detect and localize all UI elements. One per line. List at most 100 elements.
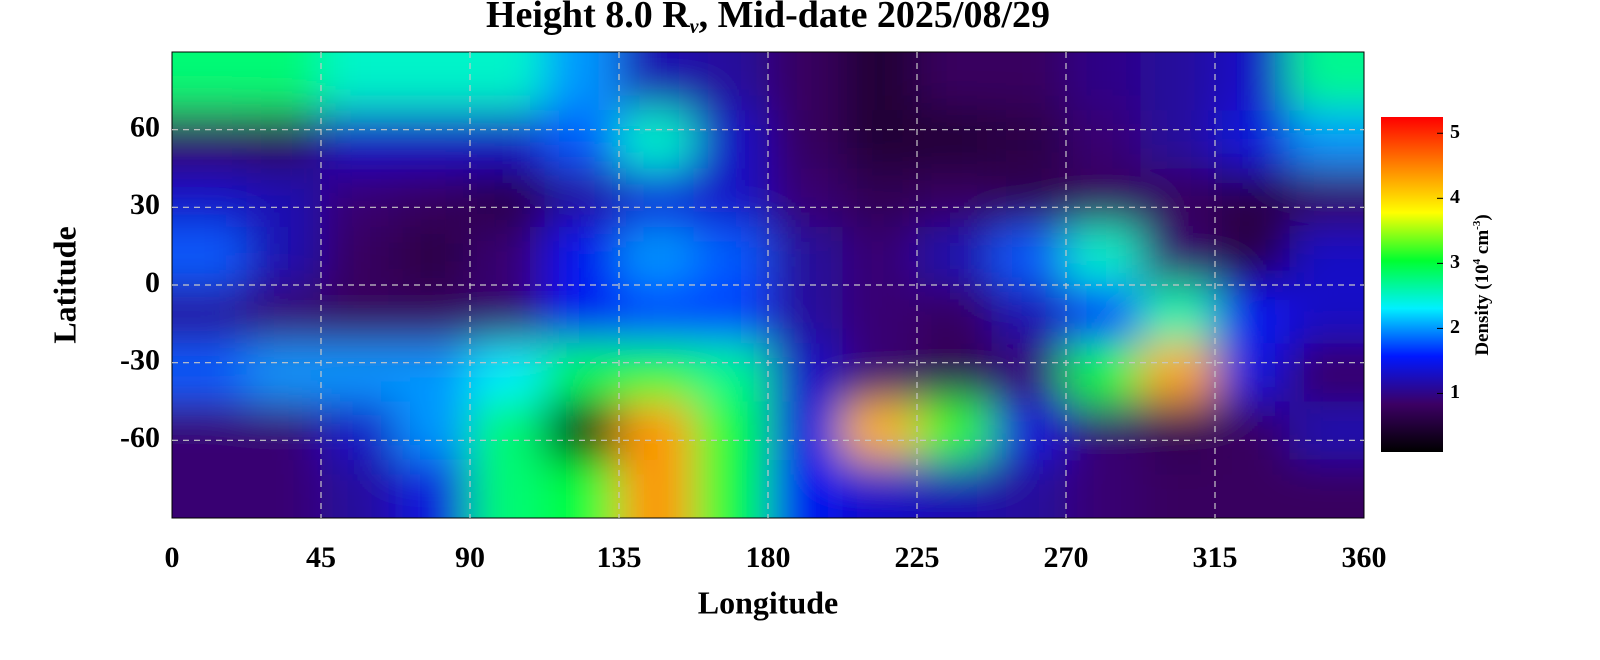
density-cell: [917, 401, 992, 461]
density-cell: [693, 52, 769, 111]
density-cell: [991, 343, 1067, 402]
density-cell: [842, 401, 918, 461]
colorbar-tick-label: 2: [1450, 316, 1460, 338]
density-cell: [395, 168, 471, 228]
density-cell: [917, 110, 992, 169]
density-cell: [619, 343, 694, 402]
density-cell: [991, 110, 1067, 169]
density-cell: [395, 226, 471, 286]
density-cell: [395, 401, 471, 461]
x-tick-label: 180: [746, 541, 791, 574]
density-cell: [917, 459, 992, 518]
density-cell: [991, 401, 1067, 461]
y-tick-label: 60: [130, 111, 160, 144]
density-cell: [246, 110, 322, 169]
density-cell: [1215, 52, 1290, 111]
density-cell: [842, 52, 918, 111]
colorbar-label: Density (104 cm-3): [1471, 214, 1494, 355]
density-cell: [321, 110, 396, 169]
density-cell: [395, 343, 471, 402]
density-cell: [1289, 110, 1364, 169]
density-cell: [619, 401, 694, 461]
density-cell: [619, 459, 694, 518]
density-cell: [246, 52, 322, 111]
y-axis-label: Latitude: [46, 226, 82, 343]
density-cell: [544, 110, 620, 169]
colorbar-tick-label: 4: [1450, 186, 1460, 208]
y-tick-label: -30: [120, 344, 160, 377]
density-cell: [321, 52, 396, 111]
x-tick-label: 45: [306, 541, 336, 574]
density-cell: [842, 343, 918, 402]
density-cell: [1140, 226, 1216, 286]
density-cell: [991, 168, 1067, 228]
density-cell: [991, 285, 1067, 344]
plot-area: [172, 52, 1364, 518]
density-cell: [1066, 401, 1141, 461]
density-cell: [172, 52, 247, 111]
density-cell: [172, 459, 247, 518]
density-cell: [991, 226, 1067, 286]
density-cell: [470, 401, 545, 461]
density-cell: [1215, 226, 1290, 286]
colorbar-tick-label: 5: [1450, 121, 1460, 143]
density-cell: [768, 459, 843, 518]
density-cell: [172, 168, 247, 228]
density-cell: [321, 285, 396, 344]
density-cell: [693, 110, 769, 169]
density-cell: [1289, 401, 1364, 461]
density-cell: [1289, 52, 1364, 111]
density-cell: [991, 52, 1067, 111]
density-cell: [693, 343, 769, 402]
density-cell: [693, 401, 769, 461]
density-cell: [470, 110, 545, 169]
density-cell: [544, 285, 620, 344]
density-cell: [842, 110, 918, 169]
density-cell: [172, 226, 247, 286]
density-cell: [544, 459, 620, 518]
density-cell: [544, 401, 620, 461]
density-cell: [395, 285, 471, 344]
density-cell: [1066, 459, 1141, 518]
density-cell: [544, 226, 620, 286]
density-cell: [693, 459, 769, 518]
y-tick-label: 0: [145, 266, 160, 299]
density-cell: [172, 285, 247, 344]
density-cell: [1066, 52, 1141, 111]
density-cell: [321, 226, 396, 286]
chart-title: Height 8.0 Rv, Mid-date 2025/08/29: [486, 0, 1050, 38]
colorbar-tick-label: 1: [1450, 381, 1460, 403]
density-cell: [768, 52, 843, 111]
density-cell: [395, 459, 471, 518]
y-tick-label: -60: [120, 421, 160, 454]
density-cell: [619, 285, 694, 344]
density-cell: [470, 168, 545, 228]
x-tick-label: 0: [165, 541, 180, 574]
density-cell: [1140, 343, 1216, 402]
colorbar-tick-label: 3: [1450, 251, 1460, 273]
density-cell: [1215, 110, 1290, 169]
density-cell: [470, 343, 545, 402]
y-tick-label: 30: [130, 188, 160, 221]
density-cell: [246, 285, 322, 344]
density-cell: [470, 52, 545, 111]
density-cell: [991, 459, 1067, 518]
density-cell: [1140, 110, 1216, 169]
density-cell: [470, 285, 545, 344]
density-cell: [172, 401, 247, 461]
density-cell: [917, 343, 992, 402]
density-cell: [470, 459, 545, 518]
density-cell: [544, 168, 620, 228]
density-cell: [768, 285, 843, 344]
density-cell: [768, 110, 843, 169]
density-cell: [768, 401, 843, 461]
density-cell: [172, 110, 247, 169]
density-cell: [1066, 168, 1141, 228]
x-tick-label: 360: [1342, 541, 1387, 574]
x-axis-label: Longitude: [698, 584, 838, 620]
density-cell: [1289, 343, 1364, 402]
density-cell: [1215, 168, 1290, 228]
density-cell: [768, 343, 843, 402]
density-cell: [246, 401, 322, 461]
